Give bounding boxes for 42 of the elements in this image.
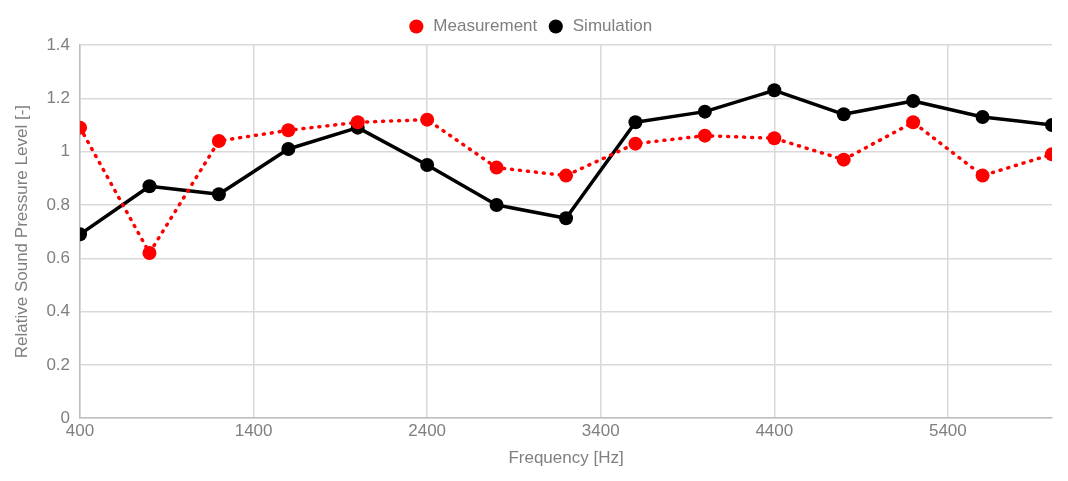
point <box>836 152 851 167</box>
point <box>489 197 504 212</box>
legend-label: Simulation <box>572 16 653 36</box>
point <box>697 128 712 143</box>
point <box>628 115 643 130</box>
point <box>628 136 643 151</box>
point <box>350 115 365 130</box>
point <box>975 168 990 183</box>
y-tick-label: 0.8 <box>46 194 71 214</box>
point <box>211 187 226 202</box>
point <box>836 107 851 122</box>
y-tick-label: 0.4 <box>46 301 71 321</box>
y-tick-label: 1 <box>60 141 71 161</box>
point <box>211 133 226 148</box>
point <box>142 245 157 260</box>
y-tick-label: 1.4 <box>46 34 71 54</box>
legend-label: Measurement <box>433 16 538 36</box>
x-tick-label: 5400 <box>928 421 967 441</box>
point <box>420 112 435 127</box>
x-tick-label: 3400 <box>581 421 620 441</box>
point <box>559 168 574 183</box>
point <box>906 93 921 108</box>
x-tick-label: 1400 <box>234 421 273 441</box>
y-tick-label: 0.2 <box>46 354 71 374</box>
point <box>767 131 782 146</box>
point <box>420 157 435 172</box>
point <box>906 115 921 130</box>
point <box>142 179 157 194</box>
y-axis-title: Relative Sound Pressure Level [-] <box>11 104 31 359</box>
x-tick-label: 2400 <box>408 421 447 441</box>
y-tick-label: 0 <box>60 407 71 427</box>
point <box>975 109 990 124</box>
x-tick-label: 4400 <box>755 421 794 441</box>
point <box>281 141 296 156</box>
point <box>281 123 296 138</box>
point <box>489 160 504 175</box>
point <box>767 83 782 98</box>
x-axis-title: Frequency [Hz] <box>508 448 624 468</box>
y-tick-label: 0.6 <box>46 247 71 267</box>
y-tick-label: 1.2 <box>46 88 71 107</box>
point <box>697 104 712 119</box>
point <box>559 211 574 226</box>
